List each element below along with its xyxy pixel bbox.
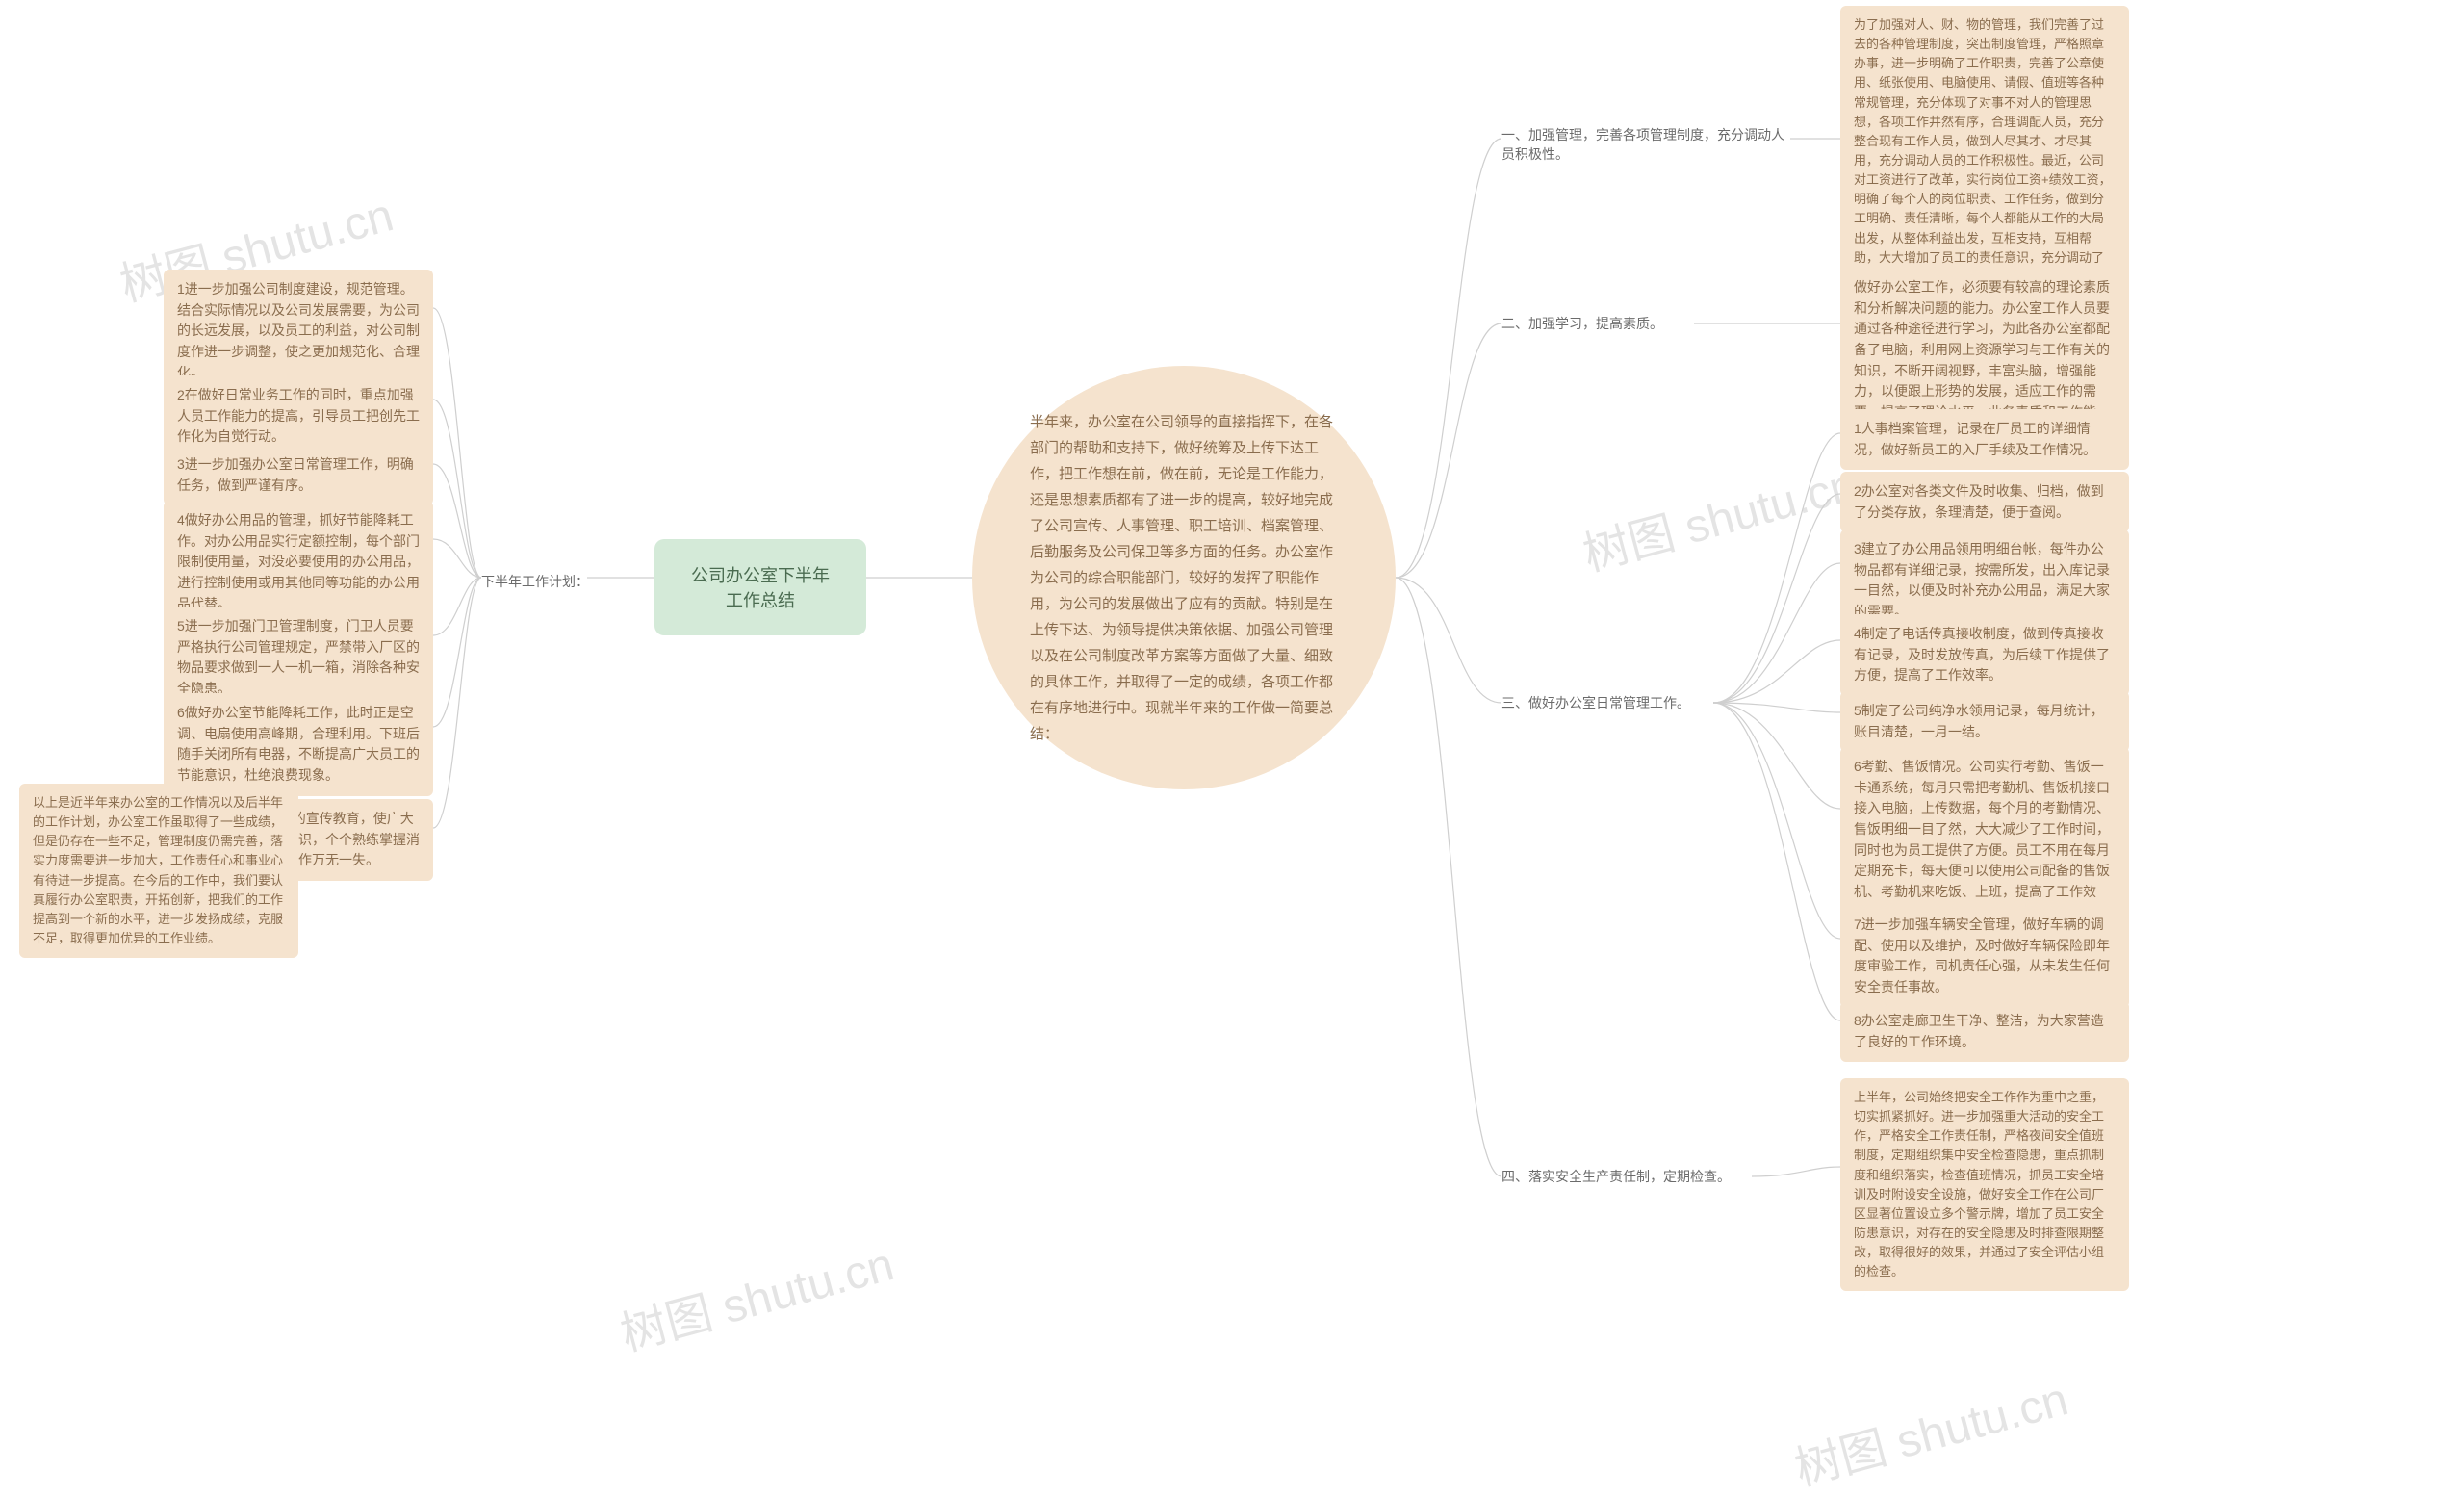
right-3-item-1: 1人事档案管理，记录在厂员工的详细情况，做好新员工的入厂手续及工作情况。 xyxy=(1840,409,2129,470)
right-3-item-5: 5制定了公司纯净水领用记录，每月统计，账目清楚，一月一结。 xyxy=(1840,691,2129,752)
right-3-item-4: 4制定了电话传真接收制度，做到传真接收有记录，及时发放传真，为后续工作提供了方便… xyxy=(1840,614,2129,696)
watermark: 树图 shutu.cn xyxy=(1575,447,1862,584)
right-branch-4-label: 四、落实安全生产责任制，定期检查。 xyxy=(1502,1167,1752,1186)
watermark: 树图 shutu.cn xyxy=(612,1227,900,1364)
left-branch-label: 下半年工作计划： xyxy=(481,572,589,591)
left-item-3: 3进一步加强办公室日常管理工作，明确任务，做到严谨有序。 xyxy=(164,445,433,505)
right-branch-2-label: 二、加强学习，提高素质。 xyxy=(1502,314,1694,333)
right-3-item-2: 2办公室对各类文件及时收集、归档，做到了分类存放，条理清楚，便于查阅。 xyxy=(1840,472,2129,532)
right-branch-3-label: 三、做好办公室日常管理工作。 xyxy=(1502,693,1713,712)
intro-text: 半年来，办公室在公司领导的直接指挥下，在各部门的帮助和支持下，做好统筹及上传下达… xyxy=(1030,409,1338,747)
intro-summary: 半年来，办公室在公司领导的直接指挥下，在各部门的帮助和支持下，做好统筹及上传下达… xyxy=(972,366,1396,789)
right-3-item-7: 7进一步加强车辆安全管理，做好车辆的调配、使用以及维护，及时做好车辆保险即年度审… xyxy=(1840,905,2129,1008)
right-4-item-1: 上半年，公司始终把安全工作作为重中之重，切实抓紧抓好。进一步加强重大活动的安全工… xyxy=(1840,1078,2129,1291)
right-branch-1-label: 一、加强管理，完善各项管理制度，充分调动人员积极性。 xyxy=(1502,125,1790,164)
left-item-6: 6做好办公室节能降耗工作，此时正是空调、电扇使用高峰期，合理利用。下班后随手关闭… xyxy=(164,693,433,796)
center-title: 公司办公室下半年工作总结 xyxy=(654,539,866,635)
watermark: 树图 shutu.cn xyxy=(1786,1361,2074,1498)
right-3-item-8: 8办公室走廊卫生干净、整洁，为大家营造了良好的工作环境。 xyxy=(1840,1001,2129,1062)
left-conclusion: 以上是近半年来办公室的工作情况以及后半年的工作计划，办公室工作虽取得了一些成绩，… xyxy=(19,784,298,958)
